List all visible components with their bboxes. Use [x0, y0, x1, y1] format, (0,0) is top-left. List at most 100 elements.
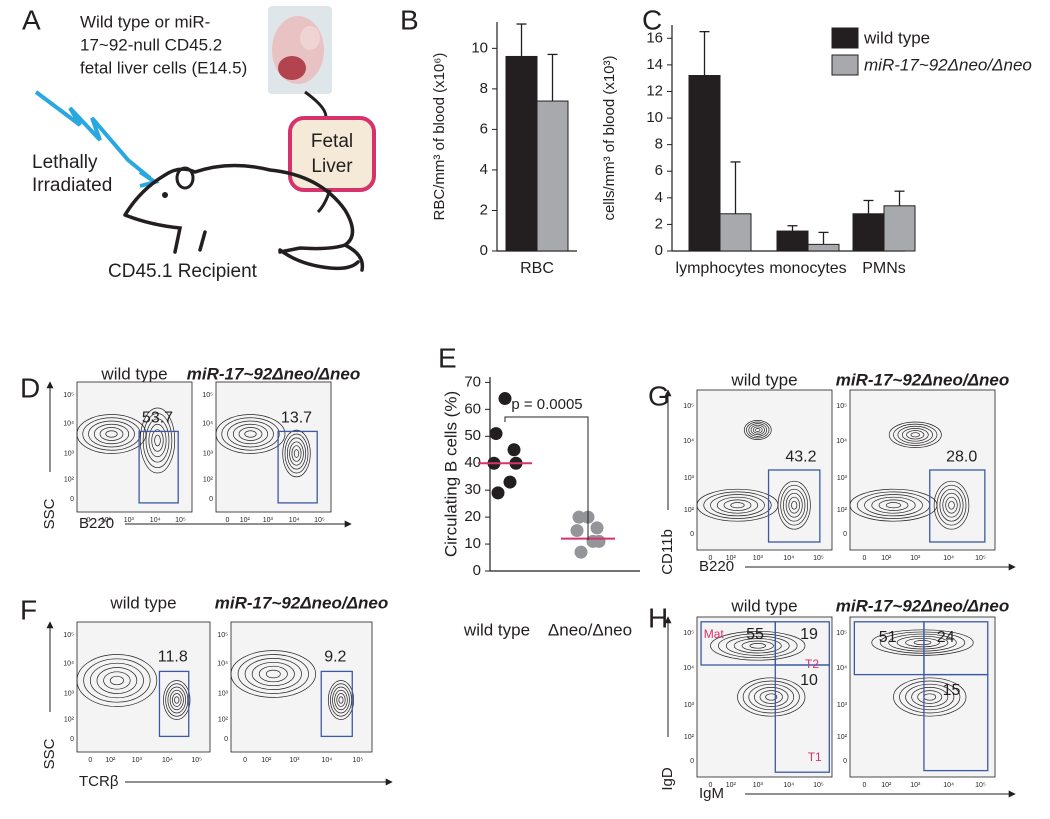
- data-point: [503, 475, 517, 489]
- y-tick-label: 16: [646, 29, 663, 46]
- contour: [336, 693, 346, 707]
- contour: [725, 635, 790, 656]
- bar: [852, 213, 885, 252]
- y-tick-label: 2: [655, 215, 663, 232]
- data-point: [491, 486, 505, 500]
- contour: [284, 433, 309, 474]
- contour: [96, 667, 138, 694]
- gate-value: 11.8: [158, 648, 188, 665]
- panel-label: H: [648, 602, 668, 633]
- y-tick-label: 14: [646, 56, 663, 73]
- contour: [215, 414, 286, 454]
- y-tick-label: 0: [843, 531, 847, 538]
- data-point: [498, 392, 512, 406]
- contour: [785, 492, 803, 518]
- gate-value: 13.7: [281, 410, 312, 427]
- y-tick-label: 6: [480, 120, 488, 137]
- y-tick-label: 10⁵: [202, 392, 213, 399]
- x-tick-label: 10⁴: [943, 555, 954, 562]
- x-axis-label: B220: [79, 515, 114, 532]
- contour: [893, 677, 967, 717]
- contour: [948, 500, 955, 510]
- y-tick-label: 10²: [203, 476, 214, 483]
- contour: [174, 696, 180, 704]
- contour: [893, 423, 938, 446]
- contour: [901, 428, 929, 442]
- contour: [752, 426, 763, 434]
- y-tick-label: 10⁴: [683, 665, 694, 672]
- contour: [163, 680, 191, 720]
- x-tick-label: 10²: [726, 782, 737, 789]
- x-tick-label: 10²: [101, 517, 112, 524]
- gate-value: 19: [800, 626, 818, 643]
- x-tick-label: 10⁵: [813, 555, 824, 562]
- bar: [505, 55, 538, 252]
- y-tick-label: 10²: [64, 716, 75, 723]
- contour: [917, 690, 943, 704]
- legend-swatch: [831, 27, 859, 49]
- contour: [105, 430, 118, 438]
- organ-label: Fetal: [311, 131, 353, 152]
- y-tick-label: 0: [690, 531, 694, 538]
- plot-frame: [76, 381, 193, 513]
- y-tick-label: 2: [480, 201, 488, 218]
- contour: [737, 677, 806, 717]
- y-tick-label: 70: [464, 373, 481, 390]
- x-tick-label: 0: [88, 757, 92, 764]
- plot-frame: [849, 616, 996, 778]
- data-point: [574, 545, 588, 559]
- contour: [878, 499, 909, 511]
- gate-value: 51: [879, 629, 897, 646]
- plot-title: wild type: [730, 370, 797, 389]
- gate: [929, 469, 986, 543]
- x-tick-label: 10⁵: [975, 555, 986, 562]
- y-tick-label: 10⁴: [683, 438, 694, 445]
- y-tick-label: 20: [464, 508, 481, 525]
- x-tick-label: 0: [709, 782, 713, 789]
- y-tick-label: 0: [70, 736, 74, 743]
- x-tick-label: 10³: [753, 782, 764, 789]
- contour: [754, 687, 789, 707]
- data-point: [489, 427, 503, 441]
- y-tick-label: 10⁵: [63, 632, 74, 639]
- y-tick-label: 8: [655, 136, 663, 153]
- contour: [93, 423, 130, 445]
- schematic-text: Wild type or miR-: [80, 12, 210, 31]
- plot-title: miR-17~92Δneo/Δneo: [836, 596, 1010, 615]
- y-tick-label: 10³: [64, 450, 75, 457]
- schematic-text: fetal liver cells (E14.5): [80, 58, 247, 77]
- y-tick-label: 0: [690, 758, 694, 765]
- contour: [89, 662, 144, 699]
- y-tick-label: 4: [655, 189, 663, 206]
- contour: [142, 413, 173, 468]
- contour: [746, 421, 770, 439]
- y-tick-label: 10³: [684, 702, 695, 709]
- y-tick-label: 10⁴: [202, 420, 213, 427]
- y-tick-label: 12: [646, 82, 663, 99]
- contour: [251, 661, 295, 687]
- contour: [710, 494, 765, 517]
- contour: [258, 665, 288, 683]
- contour: [911, 687, 949, 707]
- y-tick-label: 0: [209, 496, 213, 503]
- y-tick-label: 40: [464, 454, 481, 471]
- gate: [923, 673, 989, 772]
- contour: [232, 423, 269, 445]
- x-tick-label: 0: [226, 517, 230, 524]
- y-tick-label: 0: [224, 736, 228, 743]
- x-tick-label: 10⁴: [289, 517, 300, 524]
- contour: [76, 414, 147, 454]
- contour: [897, 425, 933, 444]
- y-tick-label: 10³: [218, 690, 229, 697]
- y-axis-label: RBC/mm³ of blood (x10⁶): [431, 53, 448, 221]
- contour: [871, 496, 916, 514]
- contour: [227, 420, 274, 448]
- contour: [103, 671, 131, 690]
- x-tick-label: 10⁴: [783, 555, 794, 562]
- panel-label: D: [20, 372, 40, 403]
- y-tick-label: 8: [480, 80, 488, 97]
- x-tick-label: 10²: [881, 555, 892, 562]
- plot-frame: [215, 381, 332, 513]
- x-tick-label: monocytes: [769, 260, 846, 277]
